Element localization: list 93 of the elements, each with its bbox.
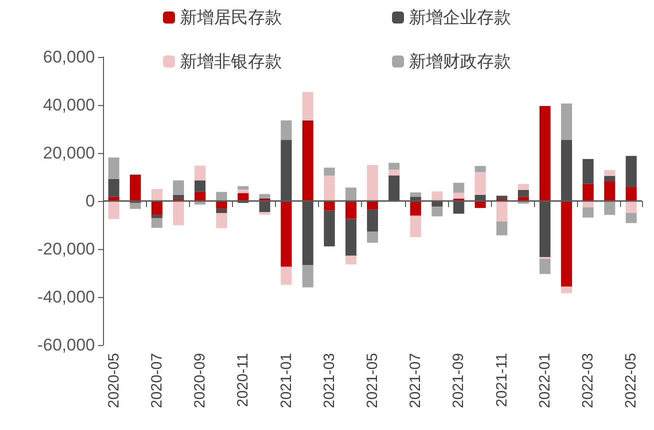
bar <box>626 201 637 213</box>
bar <box>582 184 594 201</box>
bar <box>108 201 120 219</box>
bar <box>172 180 184 195</box>
y-tick-label: 20,000 <box>43 144 95 162</box>
bar <box>604 170 616 176</box>
legend-label: 新增企业存款 <box>409 8 511 27</box>
bar <box>151 214 162 218</box>
bar <box>216 208 228 213</box>
bar <box>238 186 249 190</box>
bar <box>172 201 184 226</box>
bar <box>496 221 508 236</box>
y-tick-label: -60,000 <box>37 336 95 354</box>
bar <box>194 192 206 201</box>
bar <box>626 156 637 187</box>
x-tick-label: 2021-05 <box>364 353 381 408</box>
bar <box>388 170 400 176</box>
bar <box>561 201 572 286</box>
bar <box>410 192 422 197</box>
legend-label: 新增居民存款 <box>180 8 282 27</box>
y-tick-label: -40,000 <box>37 288 95 306</box>
x-tick-label: 2020-07 <box>148 353 166 408</box>
bar <box>216 213 228 228</box>
y-tick-label: 60,000 <box>43 48 95 66</box>
bar <box>130 202 141 209</box>
bar <box>324 168 335 176</box>
y-tick-label: 40,000 <box>43 96 95 114</box>
bar <box>345 188 356 201</box>
x-tick-label: 2021-03 <box>320 353 338 408</box>
bar <box>302 120 314 201</box>
y-tick-label: -20,000 <box>37 240 95 258</box>
bar <box>367 209 378 232</box>
bar <box>453 192 464 199</box>
bar <box>626 186 637 201</box>
bar <box>582 207 594 218</box>
bar <box>453 182 464 193</box>
bar <box>151 189 162 201</box>
bar <box>474 166 486 172</box>
bar <box>432 191 443 201</box>
bar <box>496 201 508 222</box>
x-tick-label: 2021-01 <box>278 353 295 408</box>
bar <box>604 181 616 201</box>
bar <box>302 265 314 288</box>
bar <box>302 92 314 120</box>
bar <box>324 210 335 246</box>
bar <box>518 190 529 197</box>
bar <box>280 201 292 267</box>
bar <box>367 231 378 243</box>
bar <box>280 266 292 285</box>
bar <box>410 201 422 216</box>
x-tick-label: 2021-11 <box>493 353 510 407</box>
legend-label: 新增非银存款 <box>180 52 282 71</box>
bar <box>130 174 141 201</box>
bar <box>432 206 443 216</box>
x-tick-label: 2020-05 <box>105 353 122 408</box>
x-tick-label: 2021-07 <box>407 353 424 408</box>
legend-label: 新增财政存款 <box>409 52 511 71</box>
bar <box>561 286 572 294</box>
x-tick-label: 2022-01 <box>536 353 554 408</box>
x-tick-label: 2020-11 <box>234 353 252 407</box>
bar <box>216 192 228 201</box>
bar <box>604 201 616 215</box>
bar <box>561 104 572 140</box>
bar <box>582 159 594 184</box>
bar <box>108 178 120 197</box>
bar <box>367 165 378 201</box>
bar <box>108 158 120 179</box>
bar <box>345 256 356 264</box>
x-tick-label: 2021-09 <box>450 353 468 408</box>
bar <box>151 218 162 228</box>
bar <box>604 176 616 182</box>
bar <box>280 120 292 140</box>
bar <box>345 218 356 256</box>
bar <box>345 201 356 219</box>
bar <box>259 212 270 215</box>
x-tick-label: 2022-05 <box>622 353 640 408</box>
bar <box>151 201 162 215</box>
bar <box>324 176 335 201</box>
bar <box>474 172 486 195</box>
bar <box>194 180 206 192</box>
x-tick-label: 2020-09 <box>192 353 209 408</box>
bar <box>194 166 206 180</box>
bar <box>539 106 550 201</box>
bar <box>539 258 550 274</box>
bar <box>238 189 249 194</box>
bar <box>626 213 637 224</box>
bar <box>388 162 400 170</box>
x-tick-label: 2022-03 <box>580 353 597 408</box>
bar <box>410 216 422 237</box>
bar <box>238 193 249 201</box>
y-tick-label: 0 <box>86 192 95 210</box>
bar <box>259 194 270 198</box>
bar <box>518 184 529 190</box>
